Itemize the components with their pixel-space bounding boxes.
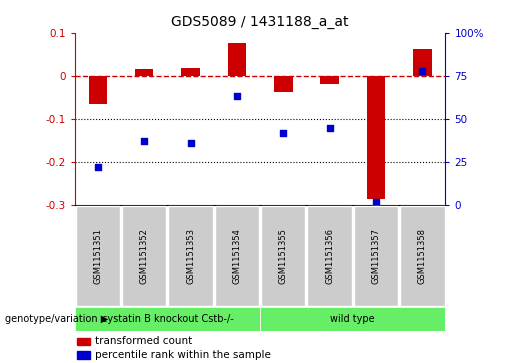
Text: cystatin B knockout Cstb-/-: cystatin B knockout Cstb-/- bbox=[101, 314, 233, 324]
Bar bbox=[367, 76, 385, 199]
Bar bbox=[261, 206, 305, 306]
Text: genotype/variation ▶: genotype/variation ▶ bbox=[5, 314, 108, 324]
Point bbox=[418, 68, 426, 73]
Text: GSM1151357: GSM1151357 bbox=[371, 228, 381, 284]
Bar bbox=[400, 206, 444, 306]
Bar bbox=[168, 206, 213, 306]
Bar bbox=[413, 49, 432, 76]
Text: GSM1151358: GSM1151358 bbox=[418, 228, 427, 284]
Title: GDS5089 / 1431188_a_at: GDS5089 / 1431188_a_at bbox=[171, 15, 349, 29]
Point bbox=[279, 130, 287, 135]
Text: GSM1151352: GSM1151352 bbox=[140, 228, 149, 284]
Bar bbox=[89, 76, 107, 104]
Point bbox=[94, 164, 102, 170]
Text: wild type: wild type bbox=[331, 314, 375, 324]
Point bbox=[233, 94, 241, 99]
Point bbox=[372, 199, 380, 204]
Point bbox=[140, 138, 148, 144]
Point bbox=[325, 125, 334, 130]
Bar bbox=[77, 338, 90, 345]
Bar bbox=[181, 68, 200, 76]
Bar bbox=[354, 206, 398, 306]
Text: transformed count: transformed count bbox=[95, 337, 192, 346]
Bar bbox=[320, 76, 339, 83]
Text: GSM1151351: GSM1151351 bbox=[93, 228, 102, 284]
Bar bbox=[274, 76, 293, 92]
Bar bbox=[215, 206, 259, 306]
Text: GSM1151356: GSM1151356 bbox=[325, 228, 334, 284]
Text: GSM1151355: GSM1151355 bbox=[279, 228, 288, 284]
Bar bbox=[122, 206, 166, 306]
Text: percentile rank within the sample: percentile rank within the sample bbox=[95, 350, 271, 360]
Text: GSM1151353: GSM1151353 bbox=[186, 228, 195, 284]
Bar bbox=[307, 206, 352, 306]
Bar bbox=[260, 307, 445, 331]
Bar bbox=[135, 69, 153, 76]
Bar bbox=[77, 351, 90, 359]
Bar bbox=[76, 206, 120, 306]
Text: GSM1151354: GSM1151354 bbox=[232, 228, 242, 284]
Point bbox=[186, 140, 195, 146]
Bar bbox=[228, 44, 246, 76]
Bar bbox=[75, 307, 260, 331]
